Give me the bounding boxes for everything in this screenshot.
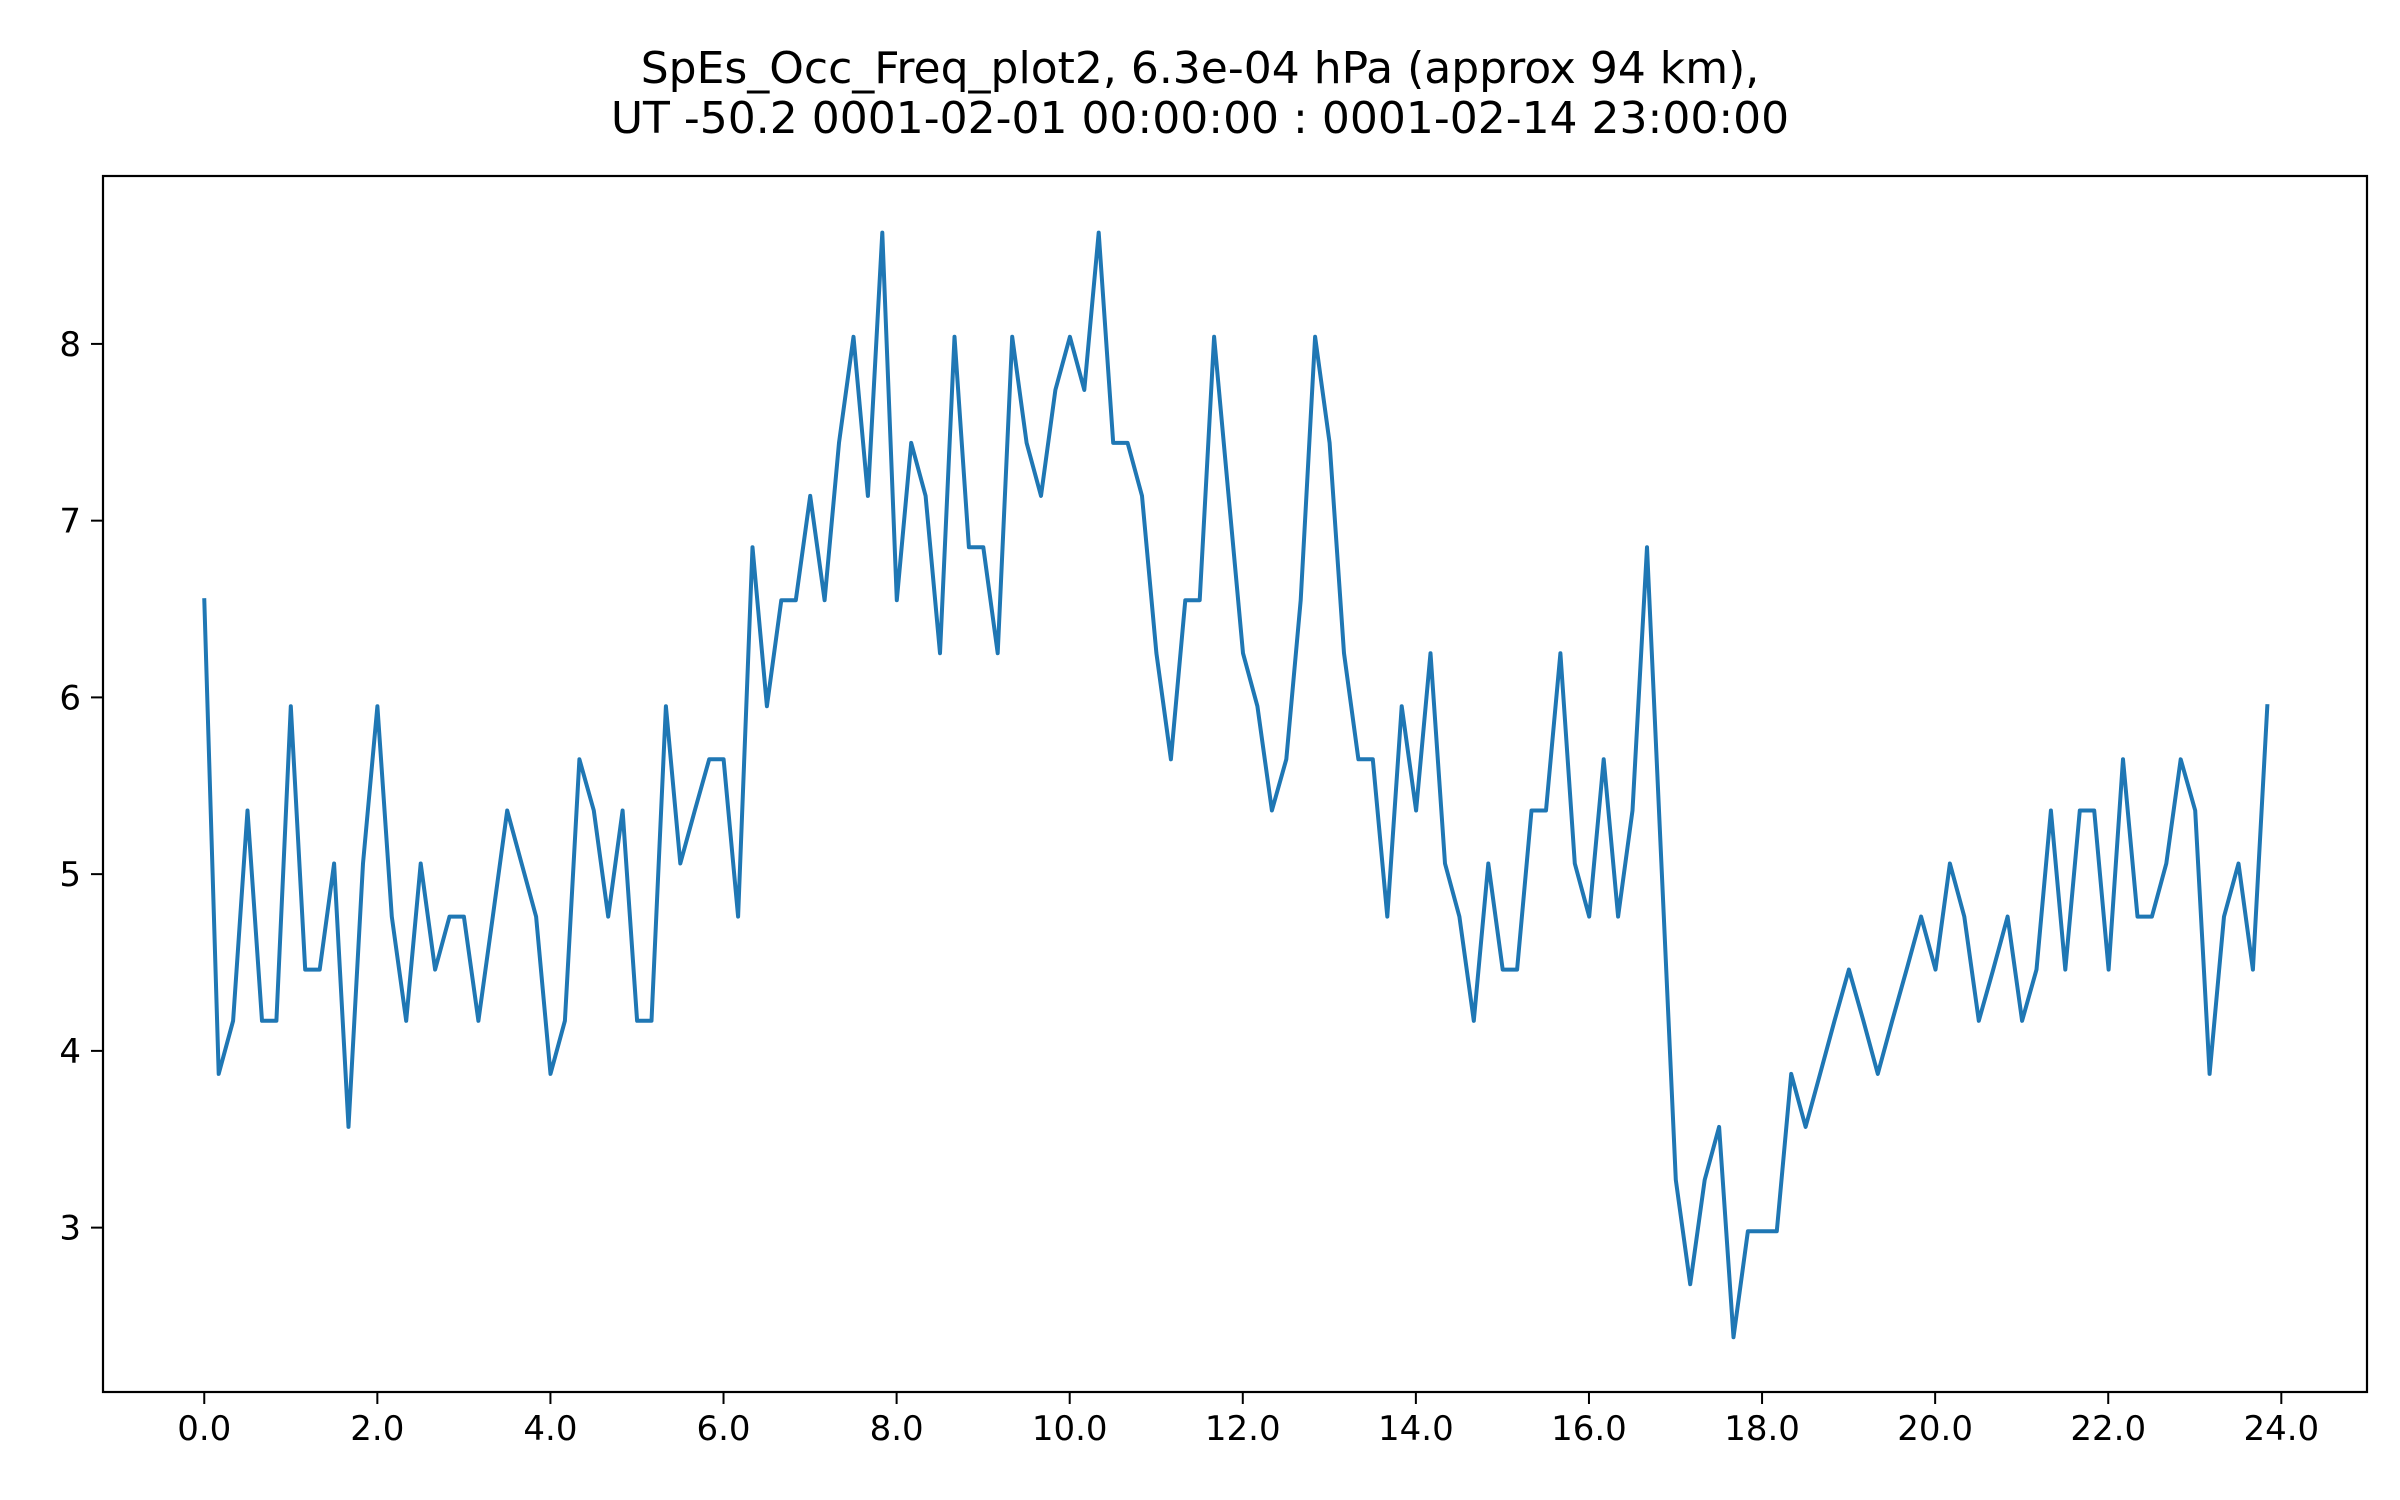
x-tick-label: 6.0	[696, 1409, 750, 1449]
x-tick-label: 24.0	[2243, 1409, 2319, 1449]
axes-frame	[103, 176, 2367, 1392]
y-tick-label: 7	[59, 502, 81, 542]
y-tick-label: 3	[59, 1209, 81, 1249]
y-tick-label: 6	[59, 678, 81, 718]
x-tick-label: 2.0	[350, 1409, 404, 1449]
y-tick-label: 5	[59, 855, 81, 895]
x-tick-label: 20.0	[1897, 1409, 1973, 1449]
x-tick-label: 4.0	[523, 1409, 577, 1449]
x-tick-label: 18.0	[1724, 1409, 1800, 1449]
x-tick-label: 10.0	[1032, 1409, 1108, 1449]
x-tick-label: 14.0	[1378, 1409, 1454, 1449]
y-tick-label: 4	[59, 1032, 81, 1072]
x-tick-label: 12.0	[1205, 1409, 1281, 1449]
x-tick-label: 22.0	[2070, 1409, 2146, 1449]
x-tick-label: 8.0	[870, 1409, 924, 1449]
y-tick-label: 8	[59, 325, 81, 365]
x-tick-label: 0.0	[177, 1409, 231, 1449]
series-line	[204, 233, 2267, 1338]
x-tick-label: 16.0	[1551, 1409, 1627, 1449]
